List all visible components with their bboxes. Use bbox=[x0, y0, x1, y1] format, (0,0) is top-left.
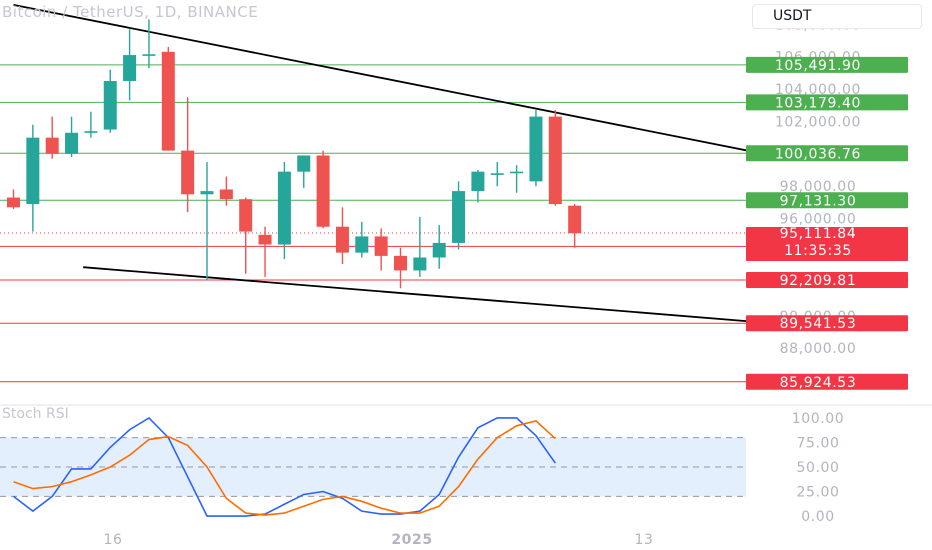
level-price-text: 100,036.76 bbox=[775, 146, 861, 162]
candle-body bbox=[316, 155, 330, 227]
resistance-level-label: 103,179.40 bbox=[746, 94, 908, 111]
candle-body bbox=[471, 171, 485, 192]
candle-body bbox=[26, 137, 40, 205]
candle-body bbox=[510, 171, 524, 174]
time-axis-label: 16 bbox=[103, 532, 122, 548]
candle-body bbox=[335, 226, 349, 253]
level-price-text: 97,131.30 bbox=[780, 193, 857, 209]
candle-body bbox=[374, 236, 388, 256]
candle-body bbox=[200, 191, 214, 195]
trendline bbox=[83, 266, 773, 325]
last-price-text: 95,111.84 bbox=[780, 226, 857, 242]
candle-body bbox=[181, 150, 195, 195]
candle-body bbox=[45, 137, 59, 154]
level-price-text: 105,491.90 bbox=[775, 58, 861, 74]
resistance-level-label: 100,036.76 bbox=[746, 145, 908, 162]
candle-body bbox=[394, 255, 407, 271]
time-axis-label: 13 bbox=[634, 532, 653, 548]
candle-body bbox=[219, 189, 233, 200]
candle-body bbox=[355, 236, 369, 253]
candle-body bbox=[490, 173, 504, 175]
price-tick-label: 104,000.00 bbox=[775, 82, 861, 98]
stoch-rsi-title: Stoch RSI bbox=[2, 406, 69, 422]
candle-body bbox=[103, 80, 117, 130]
support-level-label: 85,924.53 bbox=[746, 373, 908, 391]
candle-body bbox=[529, 116, 543, 182]
candle-body bbox=[297, 155, 311, 172]
resistance-level-label: 97,131.30 bbox=[746, 192, 908, 209]
stoch-tick-label: 75.00 bbox=[796, 435, 839, 451]
price-tick-label: 96,000.00 bbox=[780, 212, 857, 228]
symbol-title: Bitcoin / TetherUS, 1D, BINANCE bbox=[2, 3, 259, 21]
candle-body bbox=[84, 131, 98, 133]
price-tick-label: 98,000.00 bbox=[780, 179, 857, 195]
candle-body bbox=[161, 51, 175, 151]
candle-body bbox=[258, 234, 272, 245]
candle-body bbox=[123, 55, 137, 81]
resistance-level-label: 105,491.90 bbox=[746, 56, 908, 74]
stoch-tick-label: 100.00 bbox=[792, 411, 845, 427]
candle-body bbox=[277, 171, 291, 245]
candle-body bbox=[142, 54, 156, 56]
time-axis-label: 2025 bbox=[391, 532, 432, 548]
stoch-k-line bbox=[13, 416, 556, 517]
candle-body bbox=[432, 242, 446, 258]
candle-body bbox=[413, 257, 427, 271]
currency-selector[interactable]: USDT bbox=[752, 4, 922, 29]
candle-body bbox=[7, 197, 20, 208]
candle-body bbox=[548, 116, 562, 205]
level-price-text: 92,209.81 bbox=[780, 273, 857, 289]
trendline bbox=[13, 3, 773, 157]
candle-body bbox=[239, 199, 253, 232]
candle-body bbox=[452, 191, 466, 243]
support-level-label: 92,209.81 bbox=[746, 272, 908, 289]
countdown-text: 11:35:35 bbox=[784, 243, 852, 259]
stoch-d-line bbox=[13, 420, 556, 516]
support-level-label: 89,541.53 bbox=[746, 315, 908, 332]
candle-body bbox=[65, 132, 79, 154]
price-tick-label: 88,000.00 bbox=[780, 341, 857, 357]
stoch-tick-label: 25.00 bbox=[796, 485, 839, 501]
level-price-text: 85,924.53 bbox=[780, 375, 857, 391]
stoch-tick-label: 0.00 bbox=[801, 509, 835, 525]
level-price-text: 103,179.40 bbox=[775, 95, 861, 111]
candle-body bbox=[568, 205, 582, 234]
price-tick-label: 102,000.00 bbox=[775, 114, 861, 130]
level-price-text: 89,541.53 bbox=[780, 316, 857, 332]
stoch-tick-label: 50.00 bbox=[796, 460, 839, 476]
